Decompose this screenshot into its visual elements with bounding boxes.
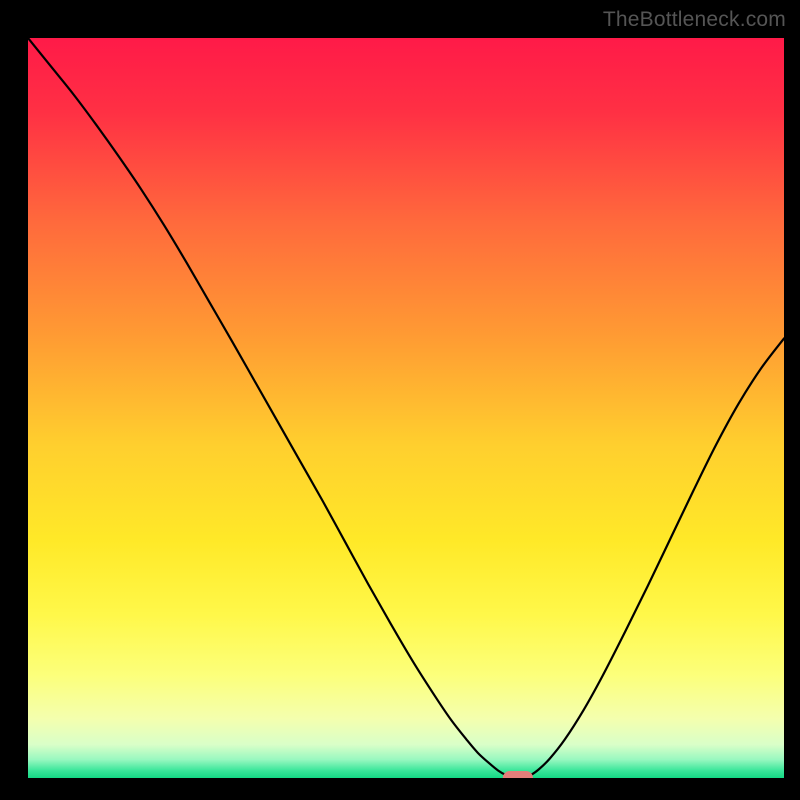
bottleneck-curve-chart (28, 38, 784, 778)
chart-background (28, 38, 784, 778)
chart-svg (28, 38, 784, 778)
optimum-marker (503, 771, 533, 778)
attribution-label: TheBottleneck.com (603, 8, 786, 32)
